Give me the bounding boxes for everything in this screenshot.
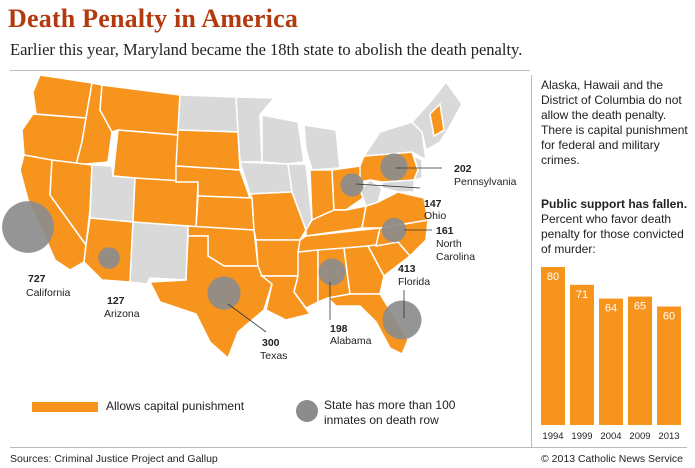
chart-title: Death Penalty in America	[8, 4, 299, 33]
support-value-label-2004: 64	[605, 303, 617, 315]
state-new-mexico	[129, 221, 189, 285]
state-label-ohio: Ohio	[424, 210, 446, 222]
credit-text: © 2013 Catholic News Service	[541, 453, 683, 465]
value-label-texas: 300	[262, 337, 280, 349]
chart-subtitle: Earlier this year, Maryland became the 1…	[10, 40, 523, 59]
state-new-hampshire	[429, 102, 445, 138]
support-bar-2013	[657, 306, 681, 425]
inmates-circle-texas	[207, 276, 241, 310]
state-label-florida: Florida	[398, 276, 430, 288]
support-subtitle: Percent who favor death penalty for thos…	[541, 212, 684, 256]
bottom-divider	[10, 447, 687, 448]
support-bar-1999	[570, 284, 594, 425]
value-label-florida: 413	[398, 263, 416, 275]
support-bar-2009	[628, 296, 652, 425]
support-year-label-2013: 2013	[658, 431, 679, 442]
support-year-label-2004: 2004	[600, 431, 621, 442]
state-michigan	[303, 124, 341, 171]
state-washington	[32, 74, 93, 119]
support-value-label-2009: 65	[634, 301, 646, 313]
legend-inmates-circle	[296, 400, 318, 422]
support-year-label-2009: 2009	[629, 431, 650, 442]
sidebar-divider	[531, 75, 532, 447]
state-label-pennsylvania: Pennsylvania	[454, 176, 517, 188]
support-bar-chart: 80 1994 71 1999 64 2004 65 2009 60 2013	[541, 267, 681, 442]
inmates-circle-california	[2, 201, 54, 253]
support-bar-2004	[599, 298, 623, 425]
value-label-north-carolina: 161	[436, 225, 454, 237]
state-label-arizona: Arizona	[104, 308, 140, 320]
state-north-dakota	[177, 94, 239, 133]
state-label-north-carolina-line1: North	[436, 238, 462, 250]
us-map: 727 California 127 Arizona 300 Texas 198…	[2, 74, 517, 362]
value-label-arizona: 127	[107, 295, 125, 307]
value-label-pennsylvania: 202	[454, 163, 472, 175]
state-arkansas	[255, 239, 301, 277]
state-colorado	[132, 177, 199, 229]
state-west-virginia	[359, 179, 383, 207]
support-value-label-1999: 71	[576, 289, 588, 301]
source-text: Sources: Criminal Justice Project and Ga…	[10, 453, 218, 465]
state-south-dakota	[175, 129, 241, 171]
leader-ohio	[355, 183, 421, 189]
legend-inmates-line2: inmates on death row	[324, 413, 439, 427]
state-wyoming	[112, 129, 179, 183]
state-label-north-carolina-line2: Carolina	[436, 251, 475, 263]
state-wisconsin	[261, 114, 305, 165]
support-title: Public support has fallen.	[541, 197, 688, 211]
legend-inmates-line1: State has more than 100	[324, 398, 456, 412]
support-year-label-1999: 1999	[571, 431, 592, 442]
value-label-alabama: 198	[330, 323, 348, 335]
state-kansas	[195, 195, 255, 231]
inmates-circle-alabama	[318, 258, 346, 286]
state-iowa	[238, 161, 293, 195]
value-label-ohio: 147	[424, 198, 442, 210]
inmates-circle-north-carolina	[381, 217, 407, 243]
inmates-circle-ohio	[340, 173, 364, 197]
support-value-label-1994: 80	[547, 271, 559, 283]
leader-texas	[227, 303, 267, 333]
state-label-california: California	[26, 287, 71, 299]
top-divider	[10, 70, 530, 71]
value-label-california: 727	[28, 273, 46, 285]
inmates-circle-florida	[382, 300, 422, 340]
legend-allows-swatch	[32, 402, 98, 412]
state-label-texas: Texas	[260, 350, 287, 362]
inmates-circle-pennsylvania	[380, 153, 408, 181]
support-year-label-1994: 1994	[542, 431, 563, 442]
note-text: Alaska, Hawaii and the District of Colum…	[541, 78, 688, 167]
legend-allows-label: Allows capital punishment	[106, 399, 245, 413]
inmates-circle-arizona	[98, 247, 120, 269]
state-montana	[99, 84, 181, 136]
state-label-alabama: Alabama	[330, 335, 372, 347]
support-bar-1994	[541, 267, 565, 425]
support-value-label-2013: 60	[663, 311, 675, 323]
